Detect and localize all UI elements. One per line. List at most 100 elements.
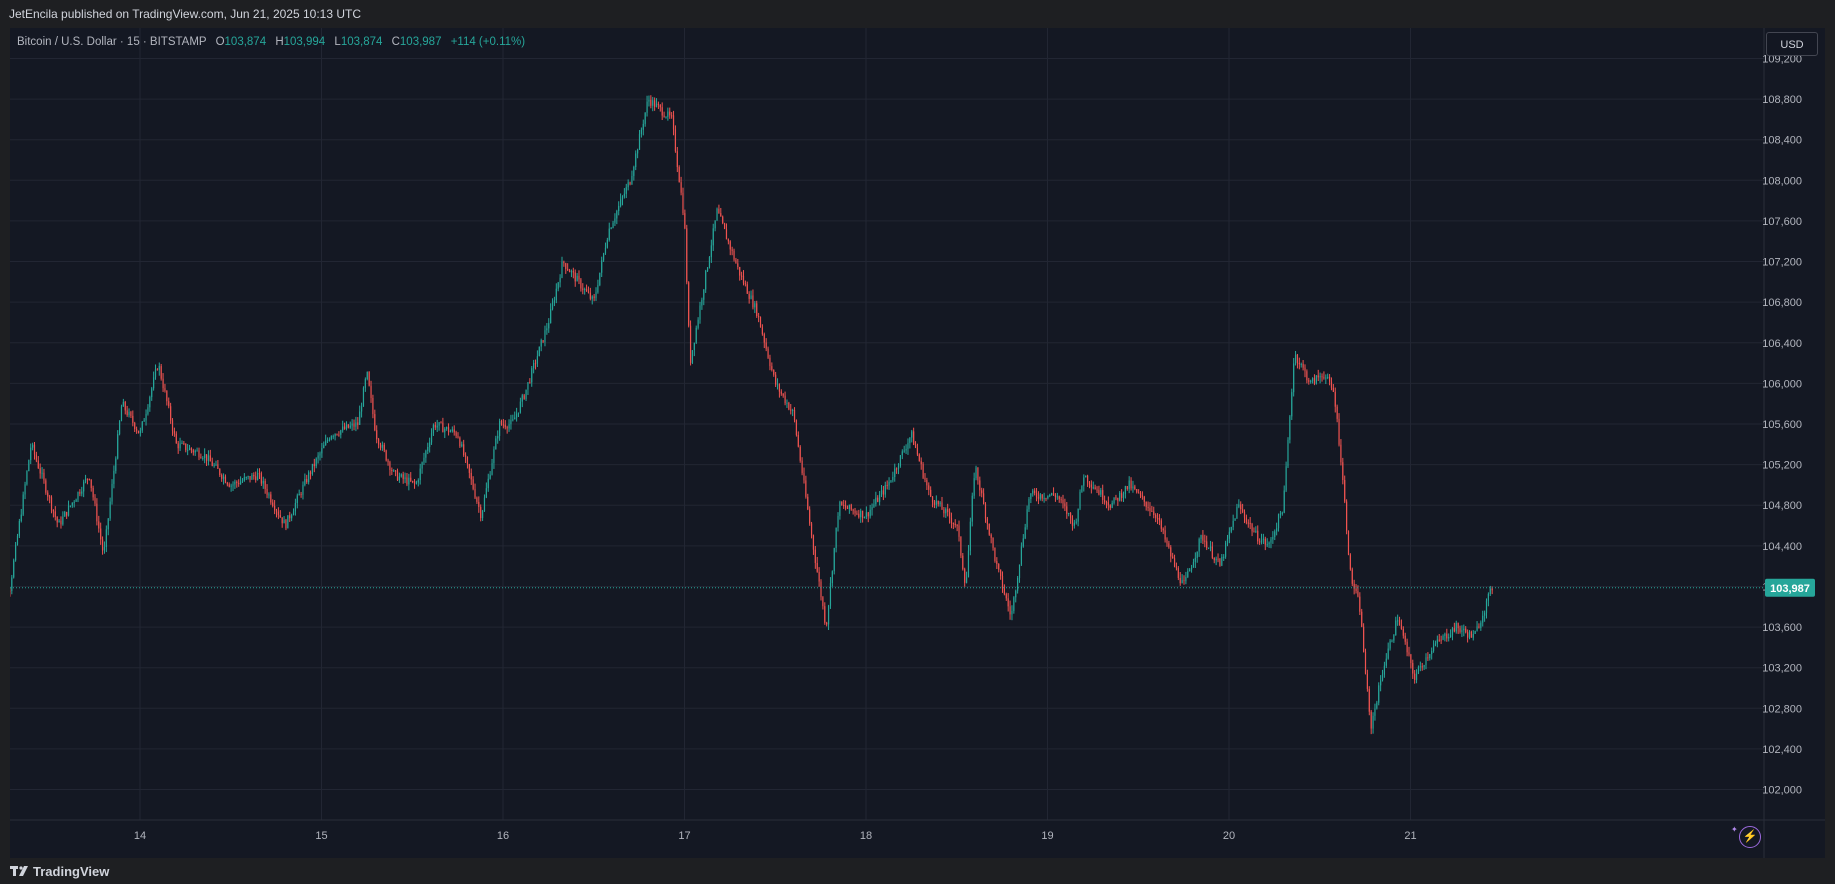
price-tick-label: 107,200 <box>1762 257 1802 269</box>
candle-body <box>281 517 283 524</box>
currency-button[interactable]: USD <box>1766 32 1818 56</box>
candle-body <box>1311 378 1314 381</box>
candle-body <box>1045 497 1047 499</box>
candle-body <box>1032 490 1034 494</box>
candle-body <box>1018 564 1021 578</box>
candle-body <box>1170 547 1172 557</box>
candle-body <box>41 472 43 474</box>
candle-body <box>595 292 597 298</box>
candle-body <box>671 115 673 117</box>
symbol-description[interactable]: Bitcoin / U.S. Dollar · 15 · BITSTAMP <box>17 36 207 48</box>
candle-body <box>272 502 274 507</box>
candle-body <box>1317 375 1319 378</box>
candle-body <box>188 448 191 450</box>
candle-body <box>1412 662 1414 674</box>
time-tick-label: 16 <box>497 830 509 842</box>
candle-body <box>1415 673 1418 680</box>
candle-body <box>911 431 913 438</box>
candle-body <box>353 423 355 427</box>
candle-body <box>279 515 281 518</box>
candle-body <box>780 391 782 394</box>
candle-body <box>699 305 701 320</box>
candle-body <box>943 509 945 514</box>
candle-body <box>542 340 544 343</box>
candle-body <box>139 430 141 434</box>
candle-body <box>69 505 72 507</box>
candle-body <box>969 521 971 551</box>
candle-body <box>26 471 28 485</box>
candle-body <box>763 334 765 343</box>
candle-body <box>939 502 941 505</box>
candle-body <box>412 480 414 482</box>
chart-frame[interactable]: 102,000102,400102,800103,200103,600104,0… <box>10 28 1825 858</box>
candle-body <box>799 446 801 461</box>
candle-body <box>1262 538 1265 540</box>
candle-body <box>614 218 616 223</box>
candle-body <box>260 473 262 484</box>
candle-body <box>523 395 525 399</box>
candle-body <box>73 501 75 503</box>
time-axis[interactable]: 14 15 16 17 18 19 20 21 <box>134 830 1417 842</box>
lightning-bolt-icon[interactable]: ⚡ <box>1739 826 1761 848</box>
candle-body <box>461 444 463 447</box>
candle-body <box>1287 439 1289 467</box>
candle-body <box>716 208 718 221</box>
candle-body <box>351 423 353 426</box>
candle-body <box>1185 577 1187 582</box>
candle-body <box>572 271 574 273</box>
candle-body <box>1206 541 1208 549</box>
candle-body <box>13 560 15 578</box>
candle-body <box>816 562 818 572</box>
candle-body <box>784 395 786 404</box>
last-price-label: 103,987 <box>1770 583 1810 595</box>
candle-body <box>521 395 523 402</box>
candle-body <box>1166 539 1168 544</box>
candle-body <box>1276 528 1278 532</box>
candle-body <box>984 504 987 519</box>
candle-body <box>429 442 431 447</box>
candle-body <box>810 523 813 536</box>
candle-body <box>219 468 221 475</box>
candle-body <box>396 471 399 481</box>
candle-body <box>168 401 170 407</box>
candle-body <box>67 505 70 516</box>
candle-body <box>981 490 983 494</box>
candle-body <box>410 477 412 481</box>
candle-body <box>1308 380 1310 382</box>
candle-body <box>239 481 242 485</box>
candle-body <box>525 389 527 399</box>
candle-body <box>533 363 535 369</box>
tradingview-logo-icon[interactable] <box>10 865 30 877</box>
candle-body <box>442 422 444 433</box>
candle-body <box>1279 513 1282 515</box>
candle-body <box>852 509 854 511</box>
sparkle-icon: ✦ <box>1731 825 1738 834</box>
candle-body <box>45 480 47 493</box>
candle-body <box>340 430 342 435</box>
candle-body <box>807 496 809 510</box>
candle-body <box>446 427 448 429</box>
candle-body <box>1081 485 1083 492</box>
candle-body <box>693 342 695 351</box>
candle-body <box>1353 583 1355 589</box>
candle-body <box>1429 654 1431 658</box>
price-tick-label: 106,800 <box>1762 297 1802 309</box>
candle-body <box>809 509 811 524</box>
close-key: C <box>391 36 400 48</box>
candle-body <box>1410 654 1412 663</box>
candle-body <box>1158 518 1161 521</box>
candle-body <box>502 424 504 426</box>
candle-body <box>1117 497 1119 501</box>
price-tick-label: 103,600 <box>1762 622 1802 634</box>
candle-body <box>922 464 924 478</box>
price-tick-label: 104,400 <box>1762 541 1802 553</box>
candle-body <box>103 547 106 551</box>
price-chart[interactable]: 102,000102,400102,800103,200103,600104,0… <box>10 28 1825 858</box>
candle-body <box>582 288 584 290</box>
candle-body <box>1395 620 1397 636</box>
candle-body <box>1179 577 1181 584</box>
price-tick-label: 102,400 <box>1762 744 1802 756</box>
tradingview-brand[interactable]: TradingView <box>33 864 110 879</box>
candle-body <box>275 510 278 512</box>
candle-body <box>629 182 631 185</box>
